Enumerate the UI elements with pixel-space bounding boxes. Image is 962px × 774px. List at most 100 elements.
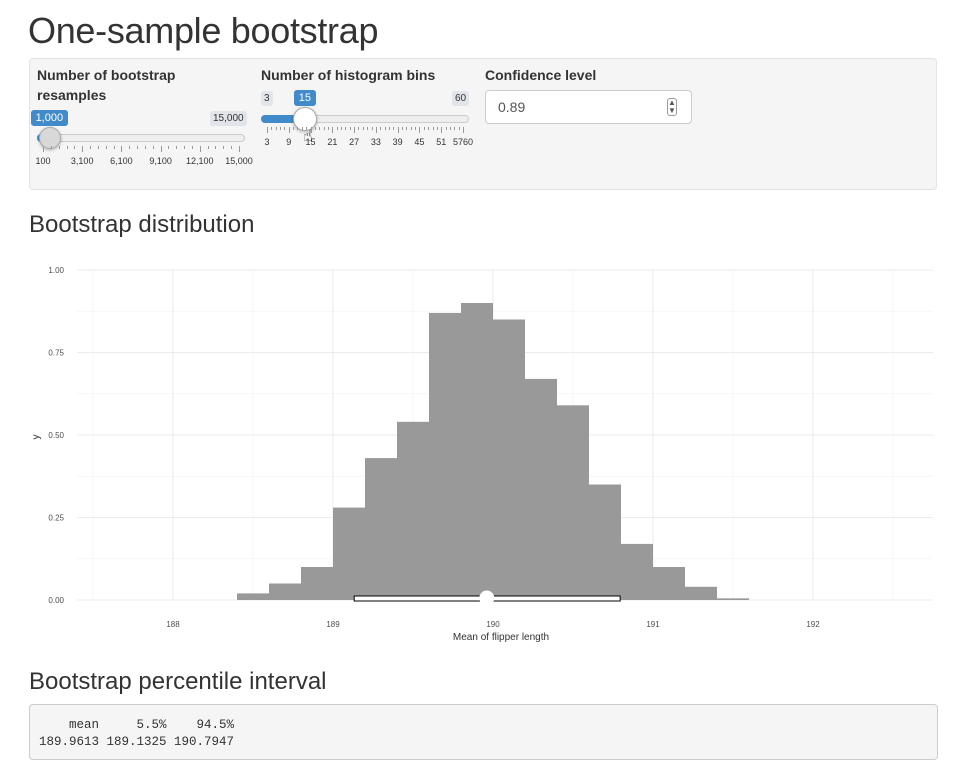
slider-tick [207, 146, 209, 149]
slider-tick [336, 127, 338, 130]
slider-tick [406, 127, 408, 130]
slider-tick-label: 3 [264, 137, 270, 147]
slider-tick [393, 127, 395, 130]
slider-tick [458, 127, 460, 130]
slider-tick [105, 146, 107, 149]
slider-tick [362, 127, 364, 130]
spinner-arrows-icon[interactable]: ▲ ▼ [667, 98, 677, 116]
slider-tick [314, 127, 316, 130]
histogram-bar [237, 593, 269, 600]
slider-tick [215, 146, 217, 149]
y-tick-label: 1.00 [48, 266, 64, 275]
slider-tick [463, 127, 464, 133]
histogram-bar [557, 405, 589, 600]
slider-tick [90, 146, 92, 149]
y-axis-label: y [31, 435, 42, 440]
histogram-bar [397, 421, 429, 600]
x-tick-label: 191 [646, 620, 660, 629]
slider-tick-label: 9,100 [149, 156, 172, 166]
histogram-bar [333, 507, 365, 600]
slider-tick-label: 15,000 [225, 156, 253, 166]
slider-tick [323, 127, 325, 130]
slider-tick [432, 127, 434, 130]
interval-output: mean 5.5% 94.5% 189.9613 189.1325 190.79… [29, 704, 938, 760]
histogram-bar [589, 484, 621, 600]
slider-tick [358, 127, 360, 130]
slider-tick [436, 127, 438, 130]
slider-tick [152, 146, 154, 149]
slider-tick [449, 127, 451, 130]
slider-tick [310, 127, 312, 133]
confidence-input[interactable]: 0.89 ▲ ▼ [485, 90, 692, 124]
slider-tick [144, 146, 146, 149]
slider-tick [332, 127, 334, 133]
slider-tick [354, 127, 356, 133]
bins-max-label: 60 [452, 91, 470, 106]
slider-tick [441, 127, 443, 133]
slider-tick [454, 127, 456, 130]
histogram-bars [237, 303, 749, 600]
slider-tick [341, 127, 343, 130]
page-title: One-sample bootstrap [28, 10, 379, 51]
slider-tick [129, 146, 131, 149]
slider-tick-label: 39 [392, 137, 403, 147]
slider-tick [380, 127, 382, 130]
slider-tick [367, 127, 369, 130]
slider-tick-label: 45 [414, 137, 425, 147]
confidence-label: Confidence level [485, 67, 597, 83]
x-tick-label: 192 [806, 620, 820, 629]
slider-tick-label: 3,100 [70, 156, 94, 166]
slider-tick [375, 127, 377, 133]
y-tick-label: 0.75 [48, 349, 64, 358]
slider-tick-label: 9 [286, 137, 292, 147]
slider-tick [384, 127, 386, 130]
slider-tick [74, 146, 76, 149]
slider-tick [199, 146, 201, 152]
slider-tick-label: 15 [305, 137, 316, 147]
bins-slider-fill [261, 115, 305, 123]
bins-min-label: 3 [261, 91, 273, 106]
slider-tick [97, 146, 99, 149]
y-tick-label: 0.50 [48, 431, 64, 440]
bins-slider[interactable] [261, 107, 469, 131]
x-tick-label: 189 [326, 620, 340, 629]
histogram-bar [269, 583, 301, 600]
y-tick-labels: 0.00 0.25 0.50 0.75 1.00 [48, 266, 64, 605]
histogram-bar [429, 312, 461, 600]
resamples-slider-track[interactable] [37, 134, 245, 142]
slider-tick [306, 127, 308, 130]
slider-tick [137, 146, 139, 149]
bootstrap-plot: 0.00 0.25 0.50 0.75 1.00 188 189 190 191 192 y M… [0, 250, 962, 650]
slider-tick [184, 146, 186, 149]
histogram-bar [493, 319, 525, 600]
x-tick-label: 190 [486, 620, 500, 629]
slider-tick [423, 127, 425, 130]
histogram-svg: 0.00 0.25 0.50 0.75 1.00 188 189 190 191 192 y M… [31, 266, 933, 643]
slider-tick [43, 146, 44, 152]
slider-tick [284, 127, 286, 130]
slider-tick [176, 146, 178, 149]
slider-tick [301, 127, 303, 130]
slider-tick [191, 146, 193, 149]
slider-tick [419, 127, 421, 133]
slider-tick [397, 127, 399, 133]
x-tick-label: 188 [166, 620, 180, 629]
bins-label: Number of histogram bins [261, 67, 436, 83]
slider-tick [275, 127, 277, 130]
slider-tick [371, 127, 373, 130]
bins-slider-handle[interactable] [292, 107, 317, 131]
resamples-slider-handle[interactable] [38, 127, 61, 149]
slider-tick [267, 127, 268, 133]
slider-tick [168, 146, 170, 149]
interval-marker [353, 590, 621, 606]
bins-value-label: 15 [293, 90, 317, 106]
slider-tick [58, 146, 60, 149]
histogram-bar [621, 543, 653, 600]
histogram-bar [301, 567, 333, 600]
slider-tick [288, 127, 290, 133]
slider-tick [402, 127, 404, 130]
x-tick-labels: 188 189 190 191 192 [166, 620, 820, 629]
resamples-label: Number of bootstrap resamples [37, 67, 176, 103]
resamples-slider[interactable] [37, 127, 245, 149]
controls-panel [29, 58, 937, 190]
